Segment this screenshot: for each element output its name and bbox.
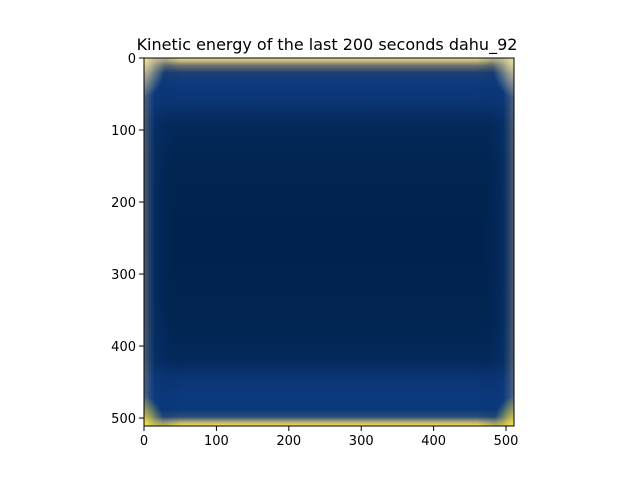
heatmap-corner-bottom-left: [144, 396, 164, 426]
x-axis: 0 100 200 300 400 500: [140, 426, 519, 449]
y-tick-label: 0: [128, 52, 136, 67]
y-tick-label: 300: [111, 268, 136, 283]
y-tick-label: 100: [111, 124, 136, 139]
x-tick-label: 300: [349, 434, 374, 449]
x-tick-label: 100: [204, 434, 229, 449]
x-tick-label: 400: [421, 434, 446, 449]
heatmap-side-shading: [144, 58, 514, 426]
heatmap-corner-bottom-right: [494, 396, 514, 426]
plot-frame: [143, 57, 515, 427]
x-tick-label: 0: [140, 434, 148, 449]
x-tick-label: 200: [276, 434, 301, 449]
heatmap-plot: [144, 58, 514, 426]
heatmap-corner-top-left: [144, 58, 166, 98]
y-axis: 0 100 200 300 400 500: [111, 52, 144, 427]
y-tick-label: 500: [111, 412, 136, 427]
y-tick-label: 200: [111, 196, 136, 211]
y-tick-label: 400: [111, 340, 136, 355]
heatmap-corner-top-right: [492, 58, 514, 98]
x-tick-label: 500: [494, 434, 519, 449]
chart-title: Kinetic energy of the last 200 seconds d…: [137, 35, 518, 55]
